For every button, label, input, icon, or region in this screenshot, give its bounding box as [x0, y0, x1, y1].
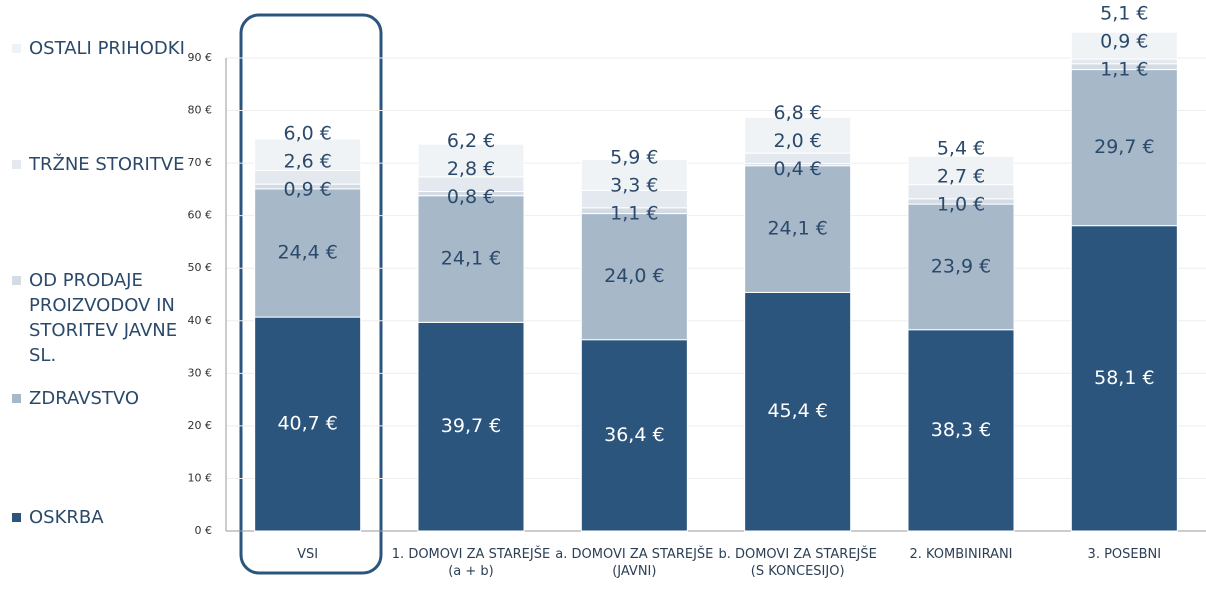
value-label: 24,1 €	[441, 248, 501, 270]
value-label: 5,4 €	[937, 137, 985, 159]
bar-segment	[744, 165, 852, 293]
value-label: 38,3 €	[931, 419, 991, 441]
value-label: 2,6 €	[283, 151, 331, 173]
value-label: 1,0 €	[937, 193, 985, 215]
value-label: 5,9 €	[610, 146, 658, 168]
value-label: 58,1 €	[1094, 367, 1154, 389]
value-label: 5,1 €	[1100, 2, 1148, 24]
y-tick-label: 40 €	[188, 314, 213, 327]
legend-swatch	[12, 394, 21, 403]
value-label: 0,9 €	[283, 179, 331, 201]
bar-segment	[254, 188, 362, 318]
bar-segment	[580, 339, 688, 532]
x-tick-label: VSI	[297, 547, 319, 562]
value-label: 2,7 €	[937, 165, 985, 187]
bar-segment	[1070, 31, 1178, 60]
bar-segment	[1070, 225, 1178, 532]
legend-item: TRŽNE STORITVE	[12, 152, 189, 177]
y-tick-label: 60 €	[188, 209, 213, 222]
bar-segment	[580, 158, 688, 191]
legend-label: ZDRAVSTVO	[29, 388, 140, 409]
x-tick-label: a. DOMOVI ZA STAREJŠE (JAVNI)	[555, 547, 714, 579]
value-label: 23,9 €	[931, 255, 991, 277]
value-label: 2,8 €	[447, 158, 495, 180]
y-tick-label: 20 €	[188, 419, 213, 432]
legend-item: OD PRODAJE PROIZVODOV IN STORITEV JAVNE …	[12, 268, 189, 368]
y-tick-label: 30 €	[188, 366, 213, 379]
value-label: 24,0 €	[604, 265, 664, 287]
bar-segment	[417, 195, 525, 323]
value-label: 0,8 €	[447, 186, 495, 208]
value-label: 2,0 €	[773, 130, 821, 152]
value-label: 1,1 €	[1100, 58, 1148, 80]
y-tick-label: 90 €	[188, 51, 213, 64]
highlight-frame	[239, 13, 383, 575]
legend-item: OSTALI PRIHODKI	[12, 36, 189, 61]
bar-segment	[580, 213, 688, 341]
value-label: 0,4 €	[773, 158, 821, 180]
value-label: 24,1 €	[767, 218, 827, 240]
legend-item: ZDRAVSTVO	[12, 386, 189, 411]
bar-segment	[744, 291, 852, 532]
legend-swatch	[12, 276, 21, 285]
x-tick-label: b. DOMOVI ZA STAREJŠE (S KONCESIJO)	[718, 547, 877, 579]
y-tick-label: 80 €	[188, 104, 213, 117]
bar-segment	[907, 155, 1015, 186]
bar-segment	[254, 138, 362, 171]
legend-swatch	[12, 160, 21, 169]
y-tick-label: 50 €	[188, 261, 213, 274]
bar-segment	[417, 143, 525, 178]
value-label: 36,4 €	[604, 424, 664, 446]
value-label: 39,7 €	[441, 415, 501, 437]
value-label: 6,0 €	[283, 123, 331, 145]
y-tick-label: 70 €	[188, 156, 213, 169]
legend-label: OSKRBA	[29, 507, 104, 528]
value-label: 1,1 €	[610, 202, 658, 224]
y-tick-label: 0 €	[195, 524, 213, 537]
bar-segment	[254, 316, 362, 532]
value-label: 40,7 €	[277, 413, 337, 435]
legend-label: OSTALI PRIHODKI	[29, 38, 185, 59]
value-label: 24,4 €	[277, 241, 337, 263]
value-label: 29,7 €	[1094, 136, 1154, 158]
x-tick-label: 1. DOMOVI ZA STAREJŠE (a + b)	[391, 547, 551, 579]
legend-label: OD PRODAJE PROIZVODOV IN STORITEV JAVNE …	[29, 270, 178, 366]
legend-swatch	[12, 44, 21, 53]
value-label: 45,4 €	[767, 400, 827, 422]
bar-segment	[417, 321, 525, 532]
x-tick-label: 2. KOMBINIRANI	[909, 547, 1013, 562]
bar-segment	[744, 116, 852, 154]
value-label: 3,3 €	[610, 174, 658, 196]
x-tick-label: 3. POSEBNI	[1087, 547, 1162, 562]
legend-item: OSKRBA	[12, 505, 189, 530]
y-tick-label: 10 €	[188, 471, 213, 484]
bar-segment	[907, 329, 1015, 532]
legend-swatch	[12, 513, 21, 522]
legend-label: TRŽNE STORITVE	[29, 154, 185, 175]
value-label: 0,9 €	[1100, 30, 1148, 52]
bar-segment	[1070, 69, 1178, 227]
value-label: 6,8 €	[773, 102, 821, 124]
value-label: 6,2 €	[447, 130, 495, 152]
